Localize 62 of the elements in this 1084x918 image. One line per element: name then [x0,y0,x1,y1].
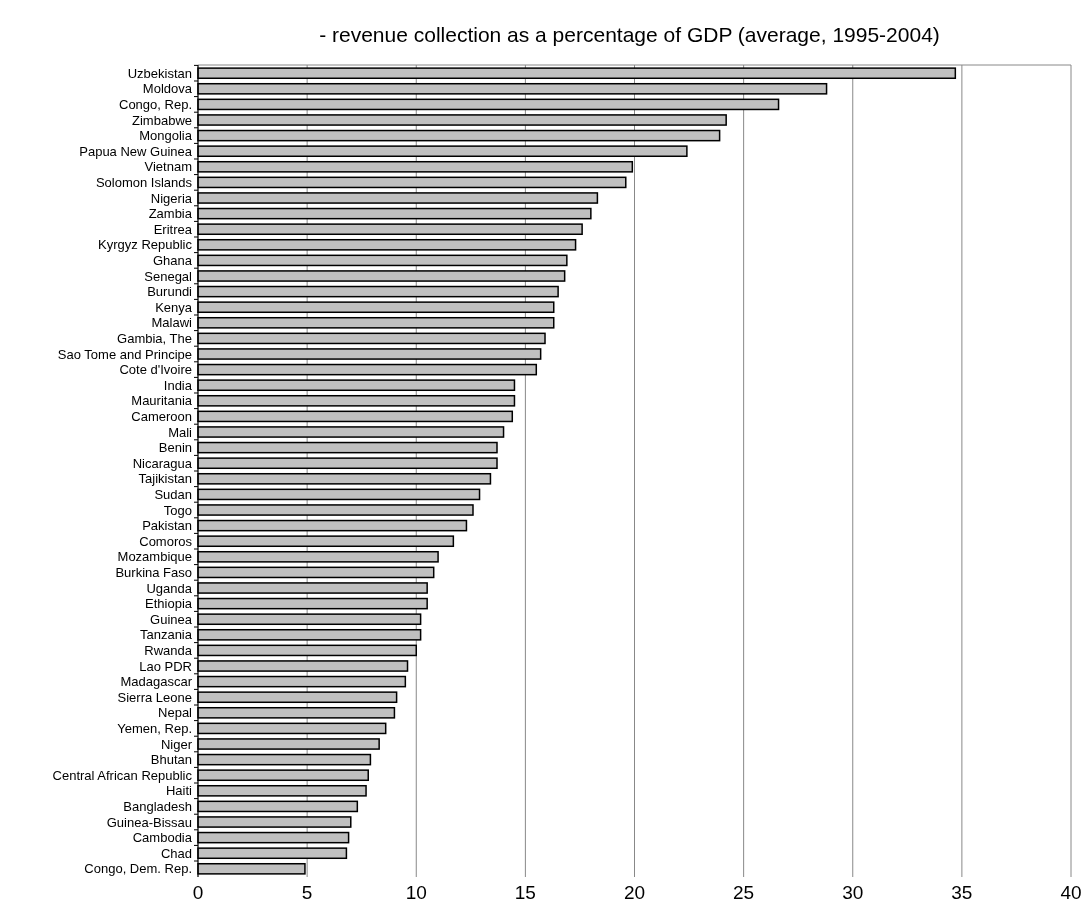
x-tick-label: 5 [301,882,313,903]
y-tick-label: Bangladesh [123,798,192,814]
y-tick-label: Cambodia [132,830,193,846]
y-tick-label: Bhutan [150,752,192,768]
y-tick-label: Rwanda [144,642,193,658]
y-tick-label: Malawi [151,315,193,331]
y-tick-label: India [163,377,193,393]
y-tick-label: Nicaragua [132,455,193,471]
y-tick-label: Sao Tome and Principe [57,346,192,362]
x-tick-label: 10 [405,882,427,903]
y-tick-label: Mali [168,424,193,440]
y-tick-label: Zambia [148,206,193,222]
y-tick-label: Tanzania [139,627,193,643]
x-tick-label: 40 [1060,882,1082,903]
y-tick-label: Benin [158,440,192,456]
y-tick-label: Nigeria [150,190,193,206]
x-tick-label: 0 [192,882,204,903]
y-tick-label: Sierra Leone [117,689,192,705]
y-tick-label: Ethiopia [145,596,193,612]
chart-title: - revenue collection as a percentage of GDP (average, 1995-2004) [319,23,940,46]
y-tick-label: Burkina Faso [115,564,192,580]
y-tick-label: Burundi [147,284,193,300]
y-tick-label: Gambia, The [117,330,192,346]
y-tick-label: Comoros [139,533,193,549]
y-tick-label: Papua New Guinea [79,143,193,159]
y-tick-label: Chad [160,845,192,861]
y-tick-label: Solomon Islands [95,174,193,190]
x-tick-label: 35 [951,882,973,903]
x-tick-label: 20 [623,882,646,903]
y-tick-label: Kenya [155,299,193,315]
y-tick-label: Uganda [146,580,193,596]
y-tick-label: Congo, Dem. Rep. [84,861,192,877]
y-tick-label: Lao PDR [139,658,192,674]
y-tick-label: Tajikistan [138,471,192,487]
y-tick-label: Uzbekistan [127,65,192,81]
y-tick-label: Yemen, Rep. [117,720,192,736]
y-tick-label: Pakistan [142,518,192,534]
y-tick-label: Ghana [152,252,193,268]
x-tick-label: 25 [733,882,755,903]
y-tick-label: Mongolia [139,128,193,144]
y-tick-label: Niger [160,736,193,752]
y-tick-label: Congo, Rep. [119,96,192,112]
y-tick-label: Sudan [154,486,192,502]
y-tick-label: Mauritania [131,393,193,409]
y-tick-label: Central African Republic [52,767,193,783]
y-tick-label: Senegal [144,268,193,284]
y-tick-label: Zimbabwe [132,112,192,128]
y-tick-label: Haiti [165,783,193,799]
y-tick-label: Cameroon [131,408,192,424]
y-tick-label: Togo [163,502,192,518]
y-tick-label: Madagascar [120,674,193,690]
y-tick-label: Guinea-Bissau [106,814,192,830]
y-tick-label: Eritrea [153,221,193,237]
y-tick-label: Vietnam [144,159,192,175]
y-tick-label: Kyrgyz Republic [98,237,193,253]
y-tick-label: Mozambique [117,549,192,565]
y-tick-label: Guinea [150,611,193,627]
y-tick-label: Cote d'Ivoire [119,362,192,378]
y-tick-label: Nepal [158,705,193,721]
x-tick-label: 30 [842,882,864,903]
x-tick-label: 15 [514,882,536,903]
y-tick-label: Moldova [142,81,193,97]
